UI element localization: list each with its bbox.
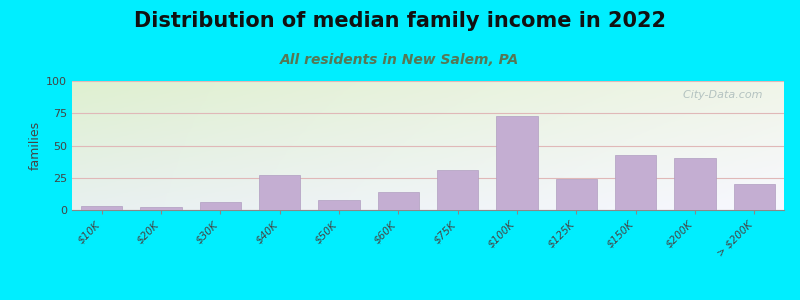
- Text: Distribution of median family income in 2022: Distribution of median family income in …: [134, 11, 666, 31]
- Bar: [81, 206, 122, 210]
- Y-axis label: families: families: [29, 121, 42, 170]
- Bar: [437, 170, 478, 210]
- Bar: [555, 179, 597, 210]
- Bar: [674, 158, 716, 210]
- Bar: [140, 207, 182, 210]
- Bar: [496, 116, 538, 210]
- Bar: [378, 192, 419, 210]
- Text: All residents in New Salem, PA: All residents in New Salem, PA: [280, 53, 520, 67]
- Text: City-Data.com: City-Data.com: [676, 90, 762, 100]
- Bar: [615, 154, 657, 210]
- Bar: [318, 200, 360, 210]
- Bar: [734, 184, 775, 210]
- Bar: [259, 175, 301, 210]
- Bar: [199, 202, 241, 210]
